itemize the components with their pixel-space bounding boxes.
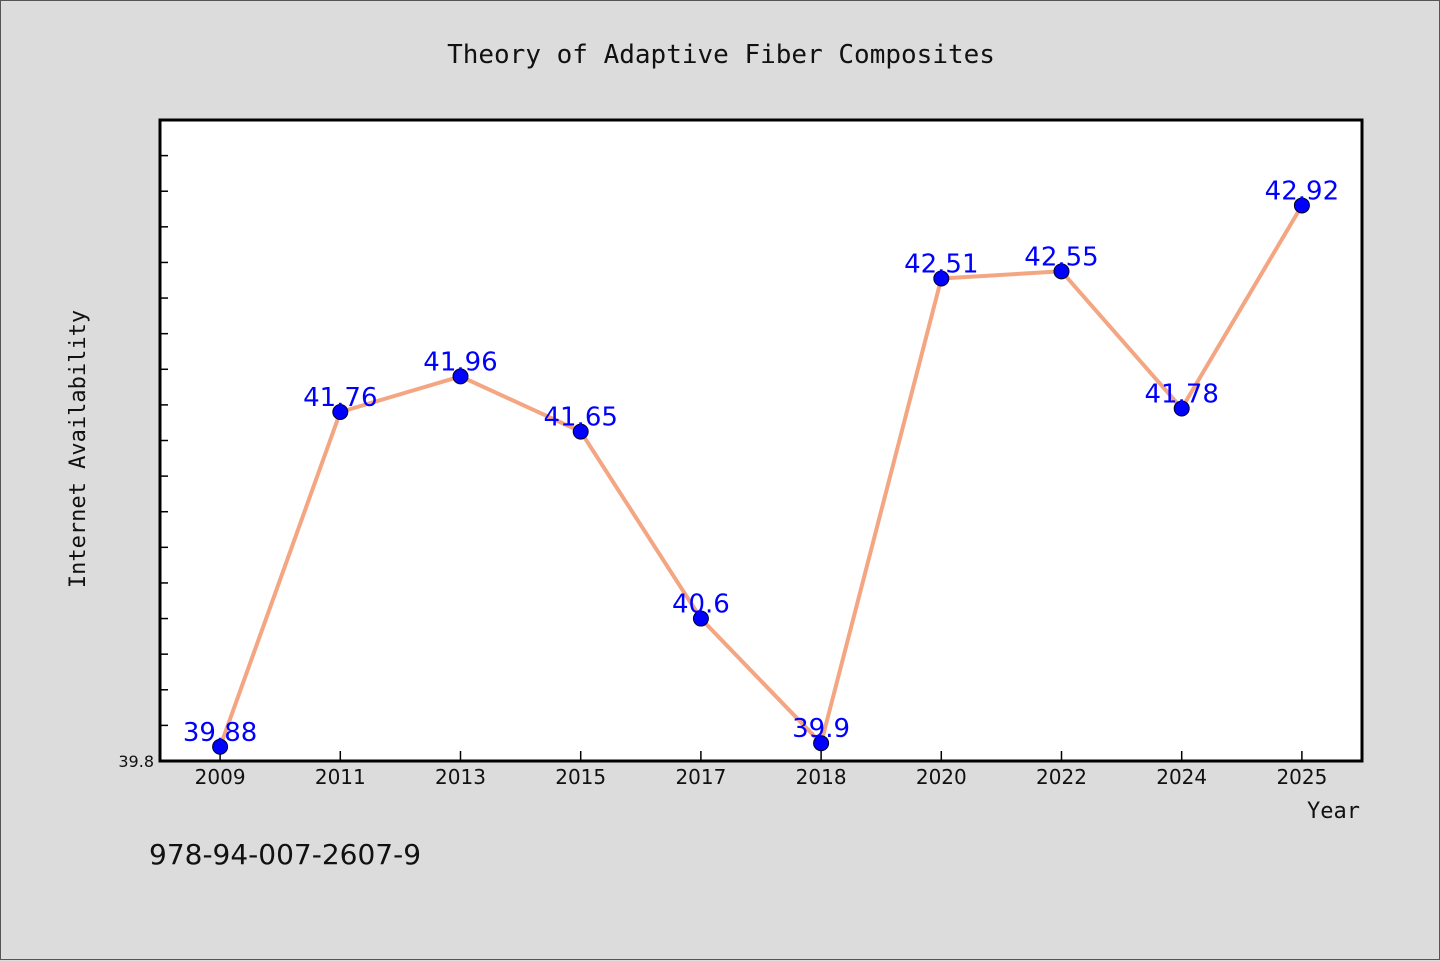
x-tick-label: 2015 xyxy=(555,765,606,789)
data-labels: 39.88 41.76 41.96 41.65 40.6 39.9 42.51 42.55 41… xyxy=(183,176,1339,747)
chart-title: Theory of Adaptive Fiber Composites xyxy=(447,40,995,70)
x-tick-label: 2011 xyxy=(315,765,366,789)
plot-area xyxy=(158,118,1364,763)
data-point xyxy=(332,404,349,421)
data-point xyxy=(572,423,589,440)
x-tick-label: 2022 xyxy=(1036,765,1087,789)
data-point xyxy=(692,610,709,627)
series-markers xyxy=(212,197,1310,755)
data-label: 41.76 xyxy=(303,383,377,413)
data-point xyxy=(1053,263,1070,280)
x-tick-label: 2018 xyxy=(796,765,847,789)
series-line xyxy=(218,204,1304,748)
x-tick-label: 2025 xyxy=(1276,765,1327,789)
data-label: 40.6 xyxy=(672,590,730,620)
x-axis: 2009 2011 2013 2015 2017 2018 2020 2022 2024 2025 xyxy=(195,751,1327,789)
x-axis-label: Year xyxy=(1307,799,1360,824)
x-tick-label: 2009 xyxy=(195,765,246,789)
isbn-text: 978-94-007-2607-9 xyxy=(149,838,421,871)
data-label: 39.88 xyxy=(183,718,257,748)
y-tick-label: 39.8 xyxy=(118,752,154,771)
x-tick-label: 2020 xyxy=(916,765,967,789)
data-label: 42.51 xyxy=(904,249,978,279)
data-label: 41.65 xyxy=(543,403,617,433)
y-axis-label: Internet Availability xyxy=(66,310,91,588)
x-tick-label: 2024 xyxy=(1156,765,1207,789)
data-point xyxy=(813,735,830,752)
data-point xyxy=(212,738,229,755)
x-tick-label: 2017 xyxy=(675,765,726,789)
data-label: 41.78 xyxy=(1144,379,1218,409)
data-label: 42.92 xyxy=(1265,176,1339,206)
data-label: 41.96 xyxy=(423,347,497,377)
data-point xyxy=(1173,400,1190,417)
x-tick-label: 2013 xyxy=(435,765,486,789)
data-point xyxy=(1293,197,1310,214)
data-point xyxy=(452,368,469,385)
data-label: 39.9 xyxy=(792,714,850,744)
y-axis-minor-ticks xyxy=(160,119,168,762)
data-label: 42.55 xyxy=(1024,242,1098,272)
data-point xyxy=(933,270,950,287)
